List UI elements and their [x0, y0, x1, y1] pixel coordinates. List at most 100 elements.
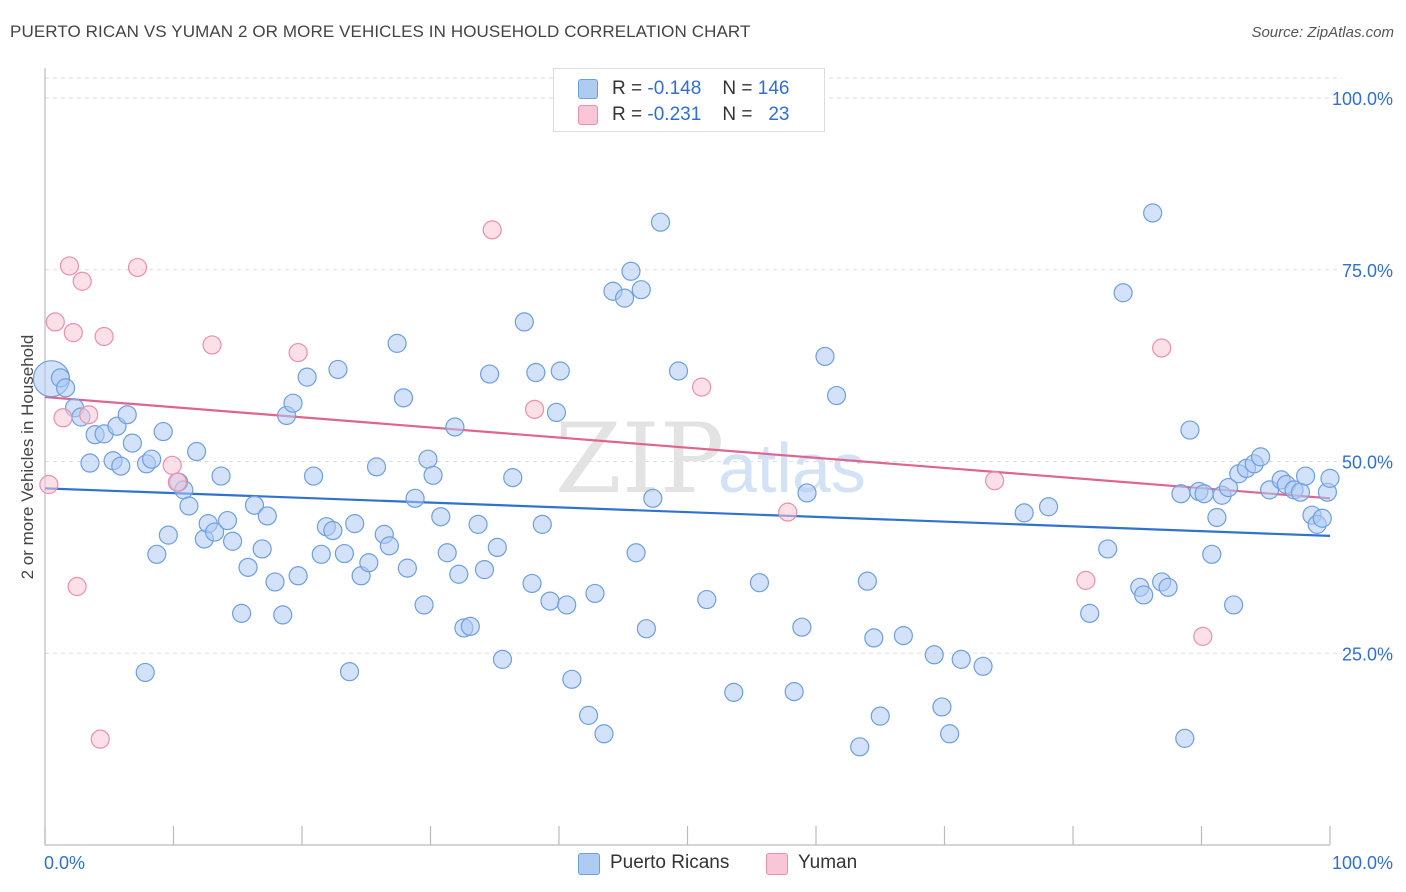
blue-swatch-icon	[578, 853, 600, 875]
correlation-legend: R = -0.148 N = 146 R = -0.231 N = 23	[553, 68, 825, 132]
puerto-rican-point	[232, 603, 252, 623]
puerto-rican-point	[792, 617, 812, 637]
puerto-rican-point	[626, 543, 646, 563]
puerto-rican-point	[784, 681, 804, 702]
legend-label: Yuman	[798, 852, 858, 873]
puerto-rican-point	[514, 312, 534, 332]
puerto-rican-point	[122, 433, 142, 453]
puerto-rican-point	[492, 649, 513, 669]
yuman-point	[482, 220, 502, 240]
yuman-point	[524, 399, 545, 419]
source-label: Source: ZipAtlas.com	[1251, 24, 1394, 41]
puerto-rican-point	[1014, 503, 1034, 523]
puerto-rican-point	[940, 724, 960, 744]
yuman-point	[288, 342, 308, 363]
puerto-rican-point	[117, 405, 137, 425]
puerto-rican-point	[924, 645, 944, 665]
puerto-rican-point	[614, 288, 635, 308]
puerto-rican-point	[724, 682, 744, 702]
puerto-rican-point	[1098, 539, 1118, 559]
puerto-rican-point	[480, 364, 500, 384]
yuman-point	[1076, 570, 1096, 590]
n-value: 146	[757, 78, 790, 99]
yuman-point	[79, 405, 99, 425]
y-tick-label: 100.0%	[1332, 89, 1393, 109]
puerto-rican-point	[474, 560, 495, 580]
watermark: ZIP atlas	[555, 403, 866, 515]
chart-title: PUERTO RICAN VS YUMAN 2 OR MORE VEHICLES…	[10, 22, 751, 41]
puerto-rican-point	[468, 514, 488, 534]
puerto-rican-point	[1158, 577, 1178, 597]
puerto-rican-point	[932, 697, 952, 717]
puerto-rican-trend-line	[44, 487, 1331, 537]
puerto-rican-point	[445, 417, 465, 437]
yuman-point	[63, 323, 83, 343]
puerto-rican-point	[431, 507, 451, 527]
puerto-rican-point	[142, 449, 162, 469]
puerto-rican-point	[449, 564, 469, 584]
puerto-rican-point	[1295, 466, 1316, 486]
puerto-rican-point	[359, 553, 379, 573]
puerto-rican-point	[1194, 484, 1214, 504]
yuman-point	[1152, 338, 1172, 358]
puerto-rican-point	[864, 628, 884, 648]
puerto-rican-point	[217, 510, 238, 531]
puerto-rican-point	[187, 441, 207, 462]
puerto-rican-point	[423, 465, 443, 485]
puerto-rican-point	[273, 605, 293, 625]
axes	[44, 68, 1331, 846]
data-points	[32, 203, 1340, 757]
puerto-rican-point	[1218, 477, 1239, 498]
puerto-rican-point	[1207, 507, 1227, 528]
y-tick-label: 75.0%	[1342, 261, 1393, 281]
puerto-rican-point	[153, 421, 173, 442]
puerto-rican-point	[797, 483, 817, 503]
puerto-rican-point	[973, 656, 993, 676]
legend-item-yuman: Yuman	[766, 852, 876, 876]
puerto-rican-point	[562, 669, 582, 689]
puerto-rican-point	[345, 514, 365, 534]
puerto-rican-point	[815, 346, 835, 367]
puerto-rican-point	[532, 514, 552, 534]
puerto-rican-point	[135, 662, 155, 683]
puerto-rican-point	[1175, 728, 1195, 748]
legend-row-text: R = -0.231 N = 23	[612, 104, 790, 125]
puerto-rican-point	[393, 388, 414, 408]
puerto-rican-point	[405, 488, 425, 508]
yuman-point	[985, 471, 1005, 491]
puerto-rican-point	[585, 583, 605, 604]
puerto-rican-point	[80, 453, 100, 473]
puerto-rican-point	[334, 543, 355, 564]
puerto-rican-point	[283, 393, 303, 413]
puerto-rican-point	[223, 531, 243, 551]
puerto-rican-point	[636, 619, 656, 639]
puerto-rican-point	[621, 261, 641, 281]
blue-swatch-icon	[578, 79, 598, 99]
axis-labels: 25.0% 50.0% 75.0% 100.0% 0.0% 100.0% 2 or more…	[18, 89, 1393, 873]
puerto-rican-point	[311, 544, 331, 564]
yuman-point	[53, 408, 73, 428]
puerto-rican-point	[503, 468, 523, 488]
puerto-rican-point	[1038, 497, 1059, 517]
yuman-point	[94, 326, 114, 347]
puerto-rican-point	[487, 537, 507, 558]
puerto-rican-point	[414, 595, 434, 615]
puerto-rican-point	[540, 591, 560, 611]
yuman-point	[90, 729, 110, 749]
legend-row-text: R = -0.148 N = 146	[612, 78, 790, 99]
watermark-zip: ZIP	[555, 403, 724, 515]
puerto-rican-point	[179, 496, 199, 516]
puerto-rican-point	[850, 737, 870, 757]
n-value: 23	[768, 104, 790, 125]
puerto-rican-point	[650, 212, 671, 232]
yuman-point	[778, 502, 798, 522]
puerto-rican-point	[460, 616, 480, 637]
puerto-rican-point	[1143, 203, 1163, 223]
pink-swatch-icon	[578, 105, 598, 125]
puerto-rican-point	[951, 649, 971, 669]
puerto-rican-point	[1290, 482, 1311, 502]
puerto-rican-point	[1080, 603, 1100, 623]
yuman-point	[692, 377, 712, 397]
puerto-rican-point	[557, 595, 577, 615]
pink-swatch-icon	[766, 853, 788, 875]
